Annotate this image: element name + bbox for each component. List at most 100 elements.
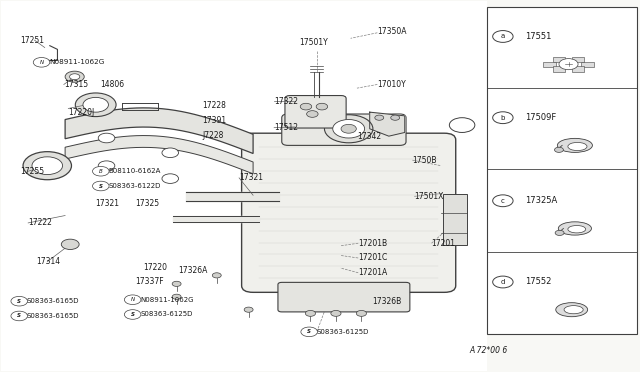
Circle shape — [83, 97, 108, 112]
Text: A 72*00 6: A 72*00 6 — [470, 346, 508, 355]
Text: 1750B: 1750B — [412, 155, 437, 165]
Circle shape — [554, 147, 563, 153]
Text: S: S — [17, 299, 21, 304]
Circle shape — [172, 294, 181, 299]
Text: 17201: 17201 — [431, 239, 456, 248]
Circle shape — [391, 115, 399, 120]
Bar — [581, 62, 594, 67]
Circle shape — [32, 157, 63, 174]
Text: 17342: 17342 — [357, 132, 381, 141]
Circle shape — [61, 239, 79, 250]
Text: 17350A: 17350A — [378, 27, 407, 36]
Circle shape — [99, 161, 115, 170]
Circle shape — [93, 181, 109, 191]
Circle shape — [305, 310, 316, 316]
Circle shape — [331, 310, 341, 316]
Circle shape — [162, 174, 179, 183]
Text: N08911-1062G: N08911-1062G — [140, 297, 194, 303]
Polygon shape — [65, 135, 253, 174]
Text: 17228: 17228 — [202, 101, 226, 110]
Circle shape — [333, 119, 365, 138]
Text: 17220: 17220 — [143, 263, 167, 272]
Text: 17325A: 17325A — [525, 196, 557, 205]
Bar — [543, 62, 556, 67]
Text: d: d — [500, 279, 505, 285]
Polygon shape — [370, 112, 404, 136]
Text: 14806: 14806 — [100, 80, 124, 89]
Circle shape — [162, 148, 179, 158]
FancyBboxPatch shape — [242, 133, 456, 292]
Text: S: S — [131, 312, 134, 317]
Text: 17501Y: 17501Y — [300, 38, 328, 47]
Text: B: B — [99, 169, 102, 174]
Text: 17010Y: 17010Y — [378, 80, 406, 89]
Text: 17501X: 17501X — [414, 192, 444, 201]
Bar — [552, 67, 565, 72]
Text: 17326B: 17326B — [372, 297, 401, 306]
Ellipse shape — [556, 303, 588, 317]
Circle shape — [76, 93, 116, 116]
Circle shape — [11, 311, 28, 321]
Text: J7228: J7228 — [202, 131, 223, 140]
Circle shape — [375, 115, 384, 120]
Circle shape — [307, 111, 318, 117]
Text: 17322: 17322 — [274, 97, 298, 106]
Text: 17552: 17552 — [525, 278, 552, 286]
Circle shape — [99, 133, 115, 143]
Circle shape — [70, 74, 80, 80]
Circle shape — [316, 103, 328, 110]
Text: 17201A: 17201A — [358, 268, 387, 277]
Text: S08363-6122D: S08363-6122D — [108, 183, 161, 189]
Circle shape — [493, 112, 513, 124]
Text: S08363-6125D: S08363-6125D — [317, 329, 369, 335]
Circle shape — [212, 273, 221, 278]
Text: c: c — [501, 198, 505, 204]
Text: S: S — [307, 329, 311, 334]
Circle shape — [300, 103, 312, 110]
Bar — [552, 57, 565, 62]
Text: N: N — [131, 297, 134, 302]
Circle shape — [555, 230, 564, 235]
Bar — [443, 194, 467, 245]
Text: 17509F: 17509F — [525, 113, 556, 122]
Text: N08911-1062G: N08911-1062G — [49, 59, 104, 65]
Text: 17326A: 17326A — [179, 266, 208, 275]
Text: S08363-6165D: S08363-6165D — [27, 298, 79, 304]
Text: B08110-6162A: B08110-6162A — [108, 168, 161, 174]
Text: 17337F: 17337F — [135, 278, 164, 286]
Circle shape — [301, 327, 317, 337]
Text: 17251: 17251 — [20, 36, 45, 45]
FancyBboxPatch shape — [285, 96, 346, 128]
Text: S08363-6165D: S08363-6165D — [27, 313, 79, 319]
FancyBboxPatch shape — [278, 282, 410, 312]
Circle shape — [341, 124, 356, 133]
Circle shape — [11, 296, 28, 306]
Circle shape — [493, 276, 513, 288]
Circle shape — [33, 58, 50, 67]
Circle shape — [124, 295, 141, 305]
Bar — [572, 67, 584, 72]
Ellipse shape — [558, 222, 591, 235]
Ellipse shape — [564, 306, 583, 314]
Bar — [1, 1, 487, 371]
Text: 17325: 17325 — [135, 199, 159, 208]
Circle shape — [356, 310, 367, 316]
Circle shape — [124, 310, 141, 319]
Text: 17314: 17314 — [36, 257, 61, 266]
Ellipse shape — [568, 225, 586, 233]
Circle shape — [65, 71, 84, 82]
Circle shape — [493, 195, 513, 207]
Text: 17512: 17512 — [274, 123, 298, 132]
Ellipse shape — [568, 142, 587, 151]
Ellipse shape — [557, 138, 593, 153]
Text: 17201B: 17201B — [358, 239, 387, 248]
Text: 17201C: 17201C — [358, 253, 387, 263]
Text: 17255: 17255 — [20, 167, 45, 176]
Text: S08363-6125D: S08363-6125D — [140, 311, 193, 317]
Circle shape — [324, 115, 373, 143]
Text: 17315: 17315 — [64, 80, 88, 89]
Text: 17222: 17222 — [28, 218, 52, 227]
Text: 17220J: 17220J — [68, 108, 95, 117]
Text: a: a — [500, 33, 505, 39]
Text: S: S — [99, 183, 103, 189]
